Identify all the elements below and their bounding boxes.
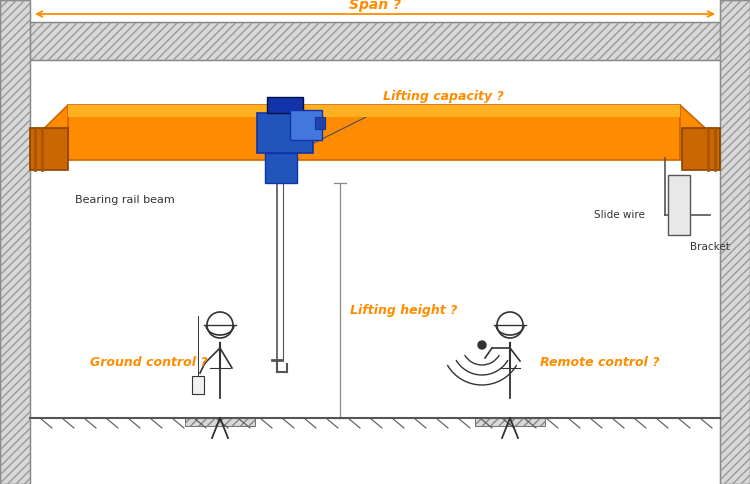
- Bar: [720, 0, 750, 484]
- Bar: [30, 128, 68, 170]
- Text: Slide wire: Slide wire: [594, 210, 645, 220]
- Bar: [185, 418, 255, 426]
- Text: Bearing rail beam: Bearing rail beam: [75, 195, 175, 205]
- Bar: [668, 175, 690, 235]
- Text: Bracket: Bracket: [690, 242, 730, 252]
- Bar: [18, 22, 732, 60]
- Bar: [265, 153, 297, 183]
- Bar: [18, 22, 732, 60]
- Bar: [267, 97, 303, 113]
- Bar: [475, 418, 545, 426]
- Bar: [475, 418, 545, 426]
- Bar: [290, 110, 322, 140]
- Bar: [192, 376, 204, 394]
- Polygon shape: [680, 105, 710, 160]
- Polygon shape: [40, 105, 68, 160]
- Text: Remote control ?: Remote control ?: [540, 357, 659, 369]
- Circle shape: [478, 341, 486, 349]
- Bar: [682, 128, 720, 170]
- Text: Lifting capacity ?: Lifting capacity ?: [383, 90, 504, 103]
- Bar: [68, 105, 680, 117]
- Bar: [0, 0, 30, 484]
- Bar: [257, 113, 313, 153]
- Bar: [68, 105, 680, 160]
- Text: Span ?: Span ?: [349, 0, 401, 12]
- Bar: [315, 117, 325, 129]
- Bar: [185, 418, 255, 426]
- Text: Lifting height ?: Lifting height ?: [350, 304, 458, 317]
- Text: Ground control ?: Ground control ?: [90, 357, 208, 369]
- Bar: [720, 0, 750, 484]
- Bar: [0, 0, 30, 484]
